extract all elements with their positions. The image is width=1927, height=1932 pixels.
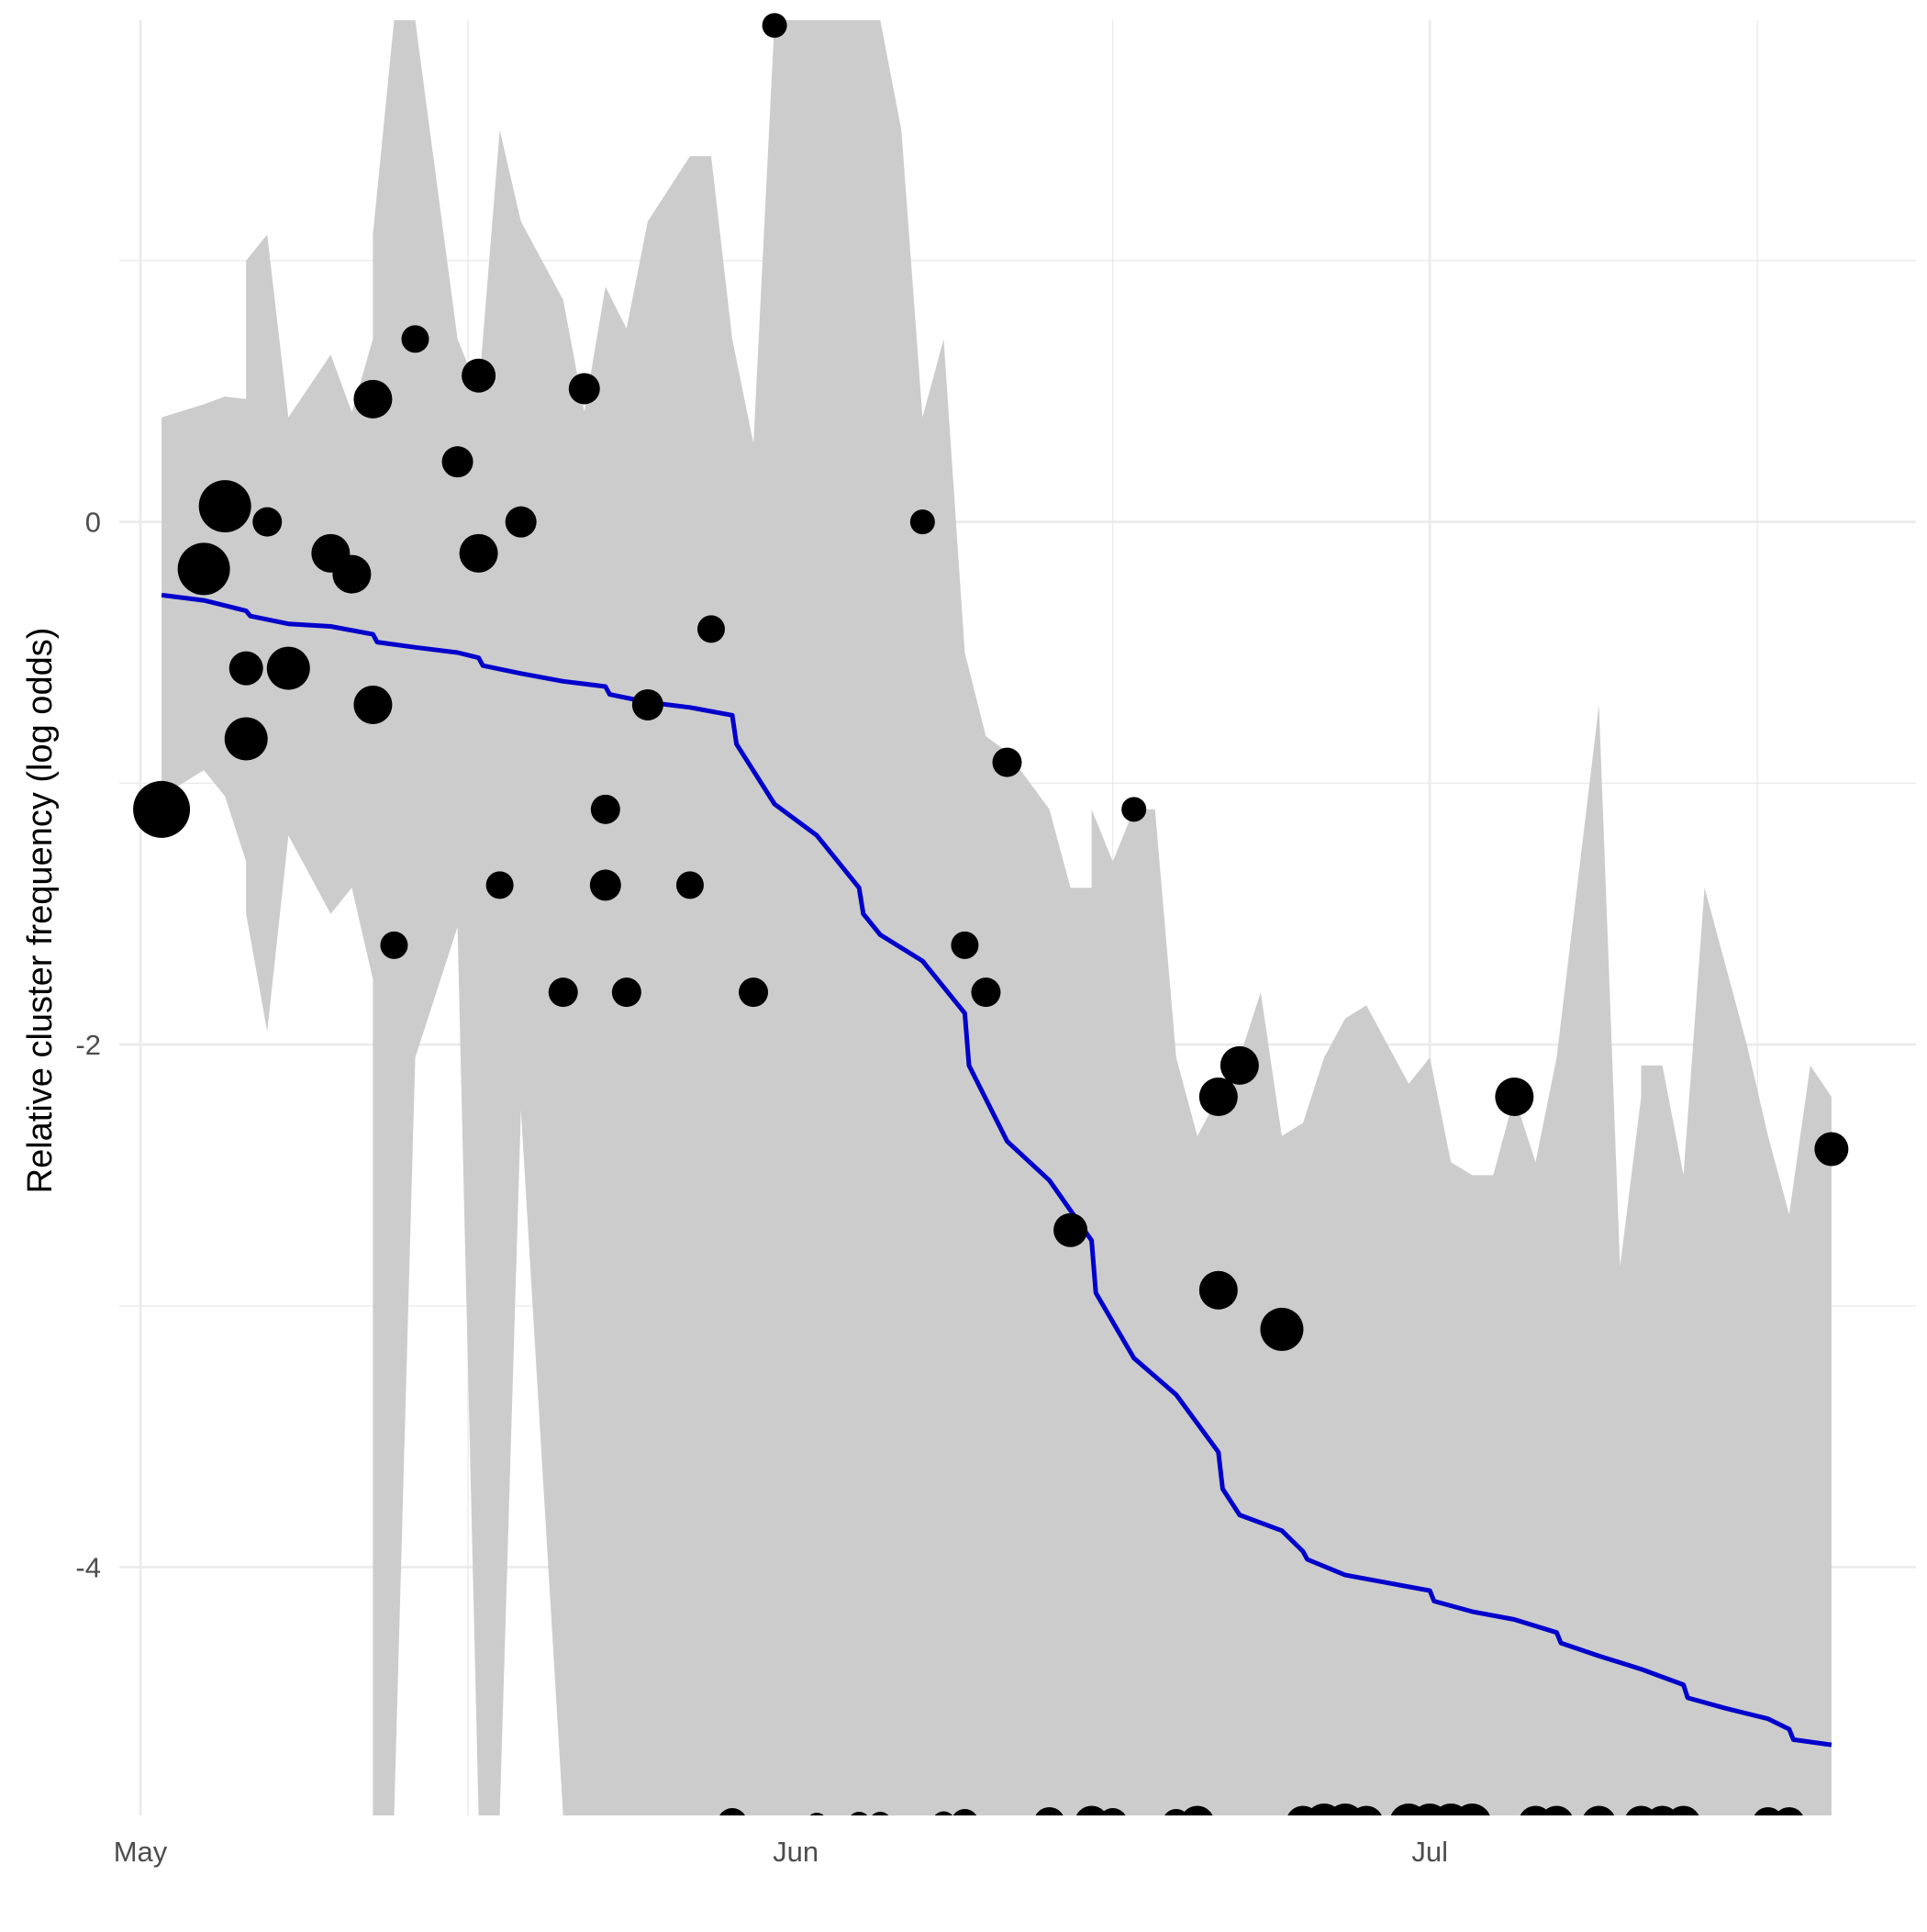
x-tick-label: May [114, 1836, 168, 1868]
x-axis-tick-labels: May Jun Jul [114, 1836, 1448, 1868]
data-point [462, 358, 496, 393]
data-point [1198, 1078, 1238, 1117]
data-point [951, 931, 979, 959]
data-point-clipped [1099, 1808, 1126, 1815]
data-point [568, 373, 600, 405]
data-point-clipped [872, 1812, 889, 1815]
data-point [266, 646, 310, 690]
data-point [909, 509, 935, 535]
data-point-clipped [1754, 1807, 1782, 1815]
data-point [548, 977, 578, 1008]
data-point [1053, 1212, 1088, 1247]
data-point-clipped [809, 1813, 824, 1815]
data-point [762, 13, 787, 39]
data-point [252, 507, 283, 537]
data-point [224, 717, 268, 761]
data-point [505, 506, 537, 538]
data-point-clipped [1541, 1805, 1573, 1815]
y-tick-label: 0 [85, 507, 101, 539]
data-point-clipped [934, 1811, 952, 1815]
data-point [1121, 797, 1147, 822]
data-point [631, 688, 663, 720]
data-point-clipped [1667, 1805, 1699, 1815]
data-point [1495, 1078, 1534, 1117]
data-point [228, 651, 263, 686]
data-point-clipped [1583, 1805, 1615, 1815]
data-point-clipped [851, 1812, 868, 1815]
data-point-clipped [1454, 1804, 1490, 1815]
data-point [589, 869, 621, 901]
data-point [1260, 1307, 1304, 1351]
data-point [133, 780, 191, 838]
fit-line [161, 592, 1832, 1748]
data-point-clipped [1035, 1807, 1064, 1815]
data-point-clipped [1775, 1807, 1803, 1815]
data-point [1220, 1045, 1259, 1085]
data-point-clipped [1164, 1809, 1188, 1815]
data-point [353, 379, 393, 419]
y-axis-tick-labels: 0 -2 -4 [75, 507, 101, 1584]
data-point [441, 446, 473, 478]
data-point [177, 542, 230, 596]
points-layer [133, 13, 1849, 1815]
data-point [485, 871, 514, 899]
data-point [675, 871, 704, 899]
data-point [1814, 1132, 1849, 1167]
confidence-ribbon [162, 20, 1832, 1815]
data-point-clipped [1351, 1805, 1382, 1815]
data-point [971, 977, 1001, 1008]
data-point [401, 325, 429, 353]
y-tick-label: -2 [75, 1029, 101, 1061]
data-point [1198, 1270, 1238, 1310]
data-point [380, 931, 408, 959]
y-axis-title: Relative cluster frequency (log odds) [21, 628, 60, 1194]
data-point-clipped [1075, 1805, 1108, 1815]
data-point [198, 480, 251, 533]
confidence-ribbon-layer [162, 20, 1832, 1815]
data-point [459, 533, 498, 573]
data-point-clipped [1182, 1805, 1213, 1815]
x-tick-label: Jun [773, 1836, 819, 1868]
data-point [696, 615, 725, 643]
data-point [611, 977, 641, 1008]
data-point-clipped [952, 1809, 977, 1815]
data-point [353, 685, 393, 724]
data-point [590, 794, 620, 824]
data-point [992, 747, 1022, 777]
data-point [739, 977, 769, 1008]
x-tick-label: Jul [1411, 1836, 1448, 1868]
fit-line-layer [161, 592, 1832, 1748]
data-point [332, 554, 372, 594]
y-tick-label: -4 [75, 1552, 101, 1584]
data-point-clipped [719, 1808, 745, 1815]
